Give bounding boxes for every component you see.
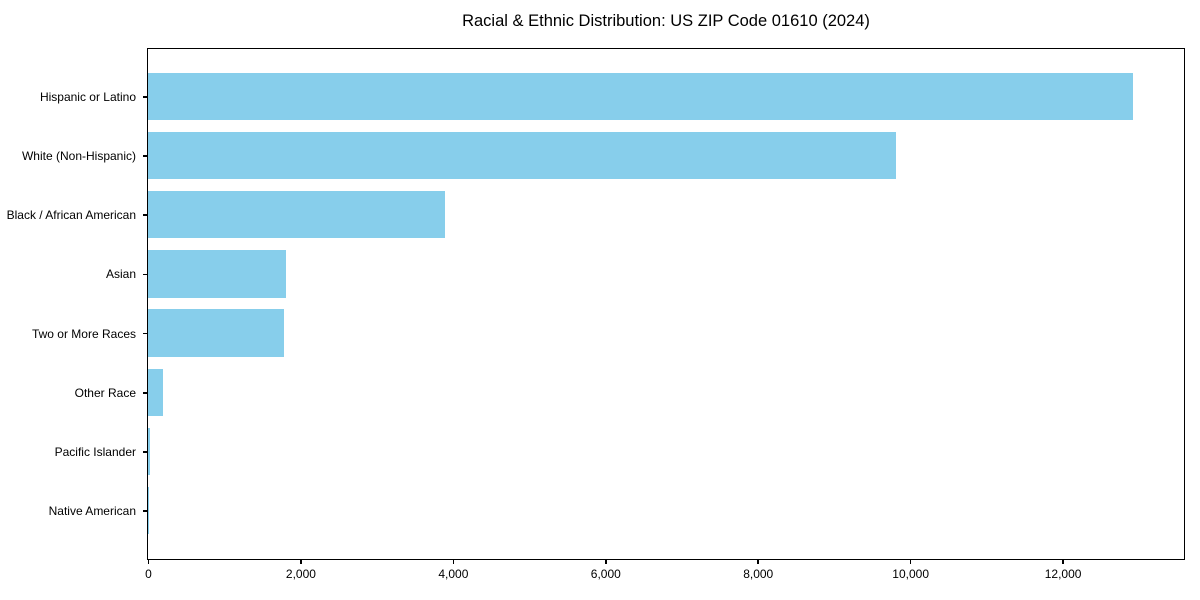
x-tick-mark [757,560,759,564]
y-tick-mark [143,332,147,335]
x-tick-label: 8,000 [743,567,774,581]
x-tick-label: 6,000 [590,567,621,581]
y-tick-label: Hispanic or Latino [39,89,136,104]
y-tick-label: Black / African American [6,208,136,223]
y-tick-mark [143,214,147,216]
y-tick-mark [143,451,147,453]
y-tick-mark [143,510,147,512]
bar [148,250,286,298]
y-tick-mark [143,155,147,157]
bar [148,427,150,476]
y-tick-label: Asian [105,267,136,282]
x-tick-mark [1062,560,1064,564]
y-tick-label: Two or More Races [31,326,136,341]
bar [148,72,1134,121]
y-tick-label: Native American [48,504,136,519]
bar [148,191,446,239]
bar [148,131,896,180]
bar [148,368,163,416]
y-tick-label: Pacific Islander [54,444,136,459]
bar [148,486,149,535]
chart-title: Racial & Ethnic Distribution: US ZIP Cod… [462,12,870,30]
x-tick-mark [909,560,912,564]
y-tick-label: Other Race [74,385,136,400]
y-tick-mark [143,392,147,394]
x-tick-label: 4,000 [438,567,469,581]
x-tick-mark [452,560,455,564]
x-tick-label: 0 [145,567,152,581]
x-tick-label: 2,000 [285,567,316,581]
y-tick-mark [143,273,147,276]
x-tick-label: 12,000 [1044,567,1082,581]
x-tick-mark [605,560,607,564]
y-tick-label: White (Non-Hispanic) [21,149,136,164]
bar [148,309,284,357]
x-tick-mark [300,560,302,564]
x-tick-label: 10,000 [892,567,929,581]
y-tick-mark [143,96,147,98]
plot-area [147,48,1185,560]
x-tick-mark [147,560,150,564]
